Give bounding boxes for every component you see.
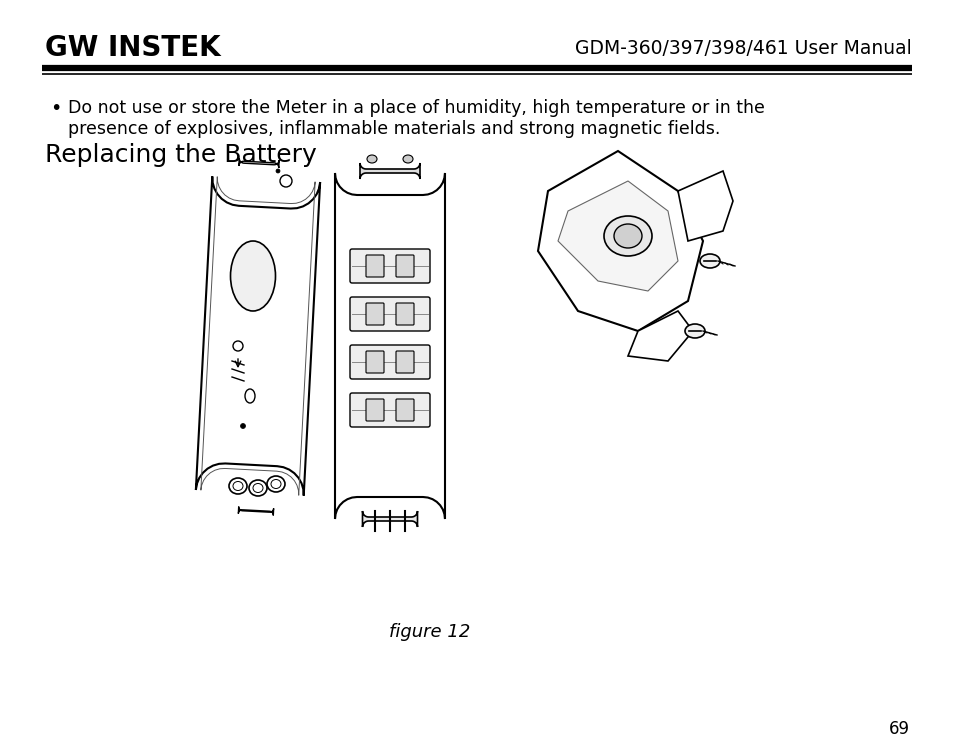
Ellipse shape: [684, 324, 704, 338]
Text: Do not use or store the Meter in a place of humidity, high temperature or in the: Do not use or store the Meter in a place…: [68, 99, 764, 117]
Text: 69: 69: [888, 720, 909, 738]
FancyBboxPatch shape: [366, 303, 384, 325]
FancyBboxPatch shape: [395, 399, 414, 421]
Ellipse shape: [240, 424, 245, 429]
Polygon shape: [537, 151, 702, 331]
Polygon shape: [558, 181, 678, 291]
Ellipse shape: [231, 241, 275, 311]
FancyBboxPatch shape: [366, 351, 384, 373]
FancyBboxPatch shape: [395, 351, 414, 373]
Text: GW INSTEK: GW INSTEK: [45, 34, 220, 62]
Polygon shape: [335, 173, 444, 519]
Text: figure 12: figure 12: [389, 623, 470, 641]
Polygon shape: [195, 176, 320, 496]
Polygon shape: [678, 171, 732, 241]
Text: presence of explosives, inflammable materials and strong magnetic fields.: presence of explosives, inflammable mate…: [68, 120, 720, 138]
Ellipse shape: [603, 216, 651, 256]
Polygon shape: [359, 163, 419, 179]
Polygon shape: [238, 507, 274, 515]
Text: •: •: [50, 99, 61, 118]
Ellipse shape: [402, 155, 413, 163]
Ellipse shape: [700, 254, 720, 268]
FancyBboxPatch shape: [366, 399, 384, 421]
FancyBboxPatch shape: [395, 303, 414, 325]
Ellipse shape: [367, 155, 376, 163]
FancyBboxPatch shape: [395, 255, 414, 277]
Polygon shape: [362, 511, 417, 527]
Polygon shape: [238, 158, 279, 168]
Text: GDM-360/397/398/461 User Manual: GDM-360/397/398/461 User Manual: [575, 38, 911, 58]
FancyBboxPatch shape: [350, 393, 430, 427]
FancyBboxPatch shape: [350, 345, 430, 379]
FancyBboxPatch shape: [350, 249, 430, 283]
Text: Replacing the Battery: Replacing the Battery: [45, 143, 316, 167]
Polygon shape: [627, 311, 692, 361]
FancyBboxPatch shape: [366, 255, 384, 277]
Ellipse shape: [614, 224, 641, 248]
FancyBboxPatch shape: [350, 297, 430, 331]
Ellipse shape: [275, 169, 280, 173]
